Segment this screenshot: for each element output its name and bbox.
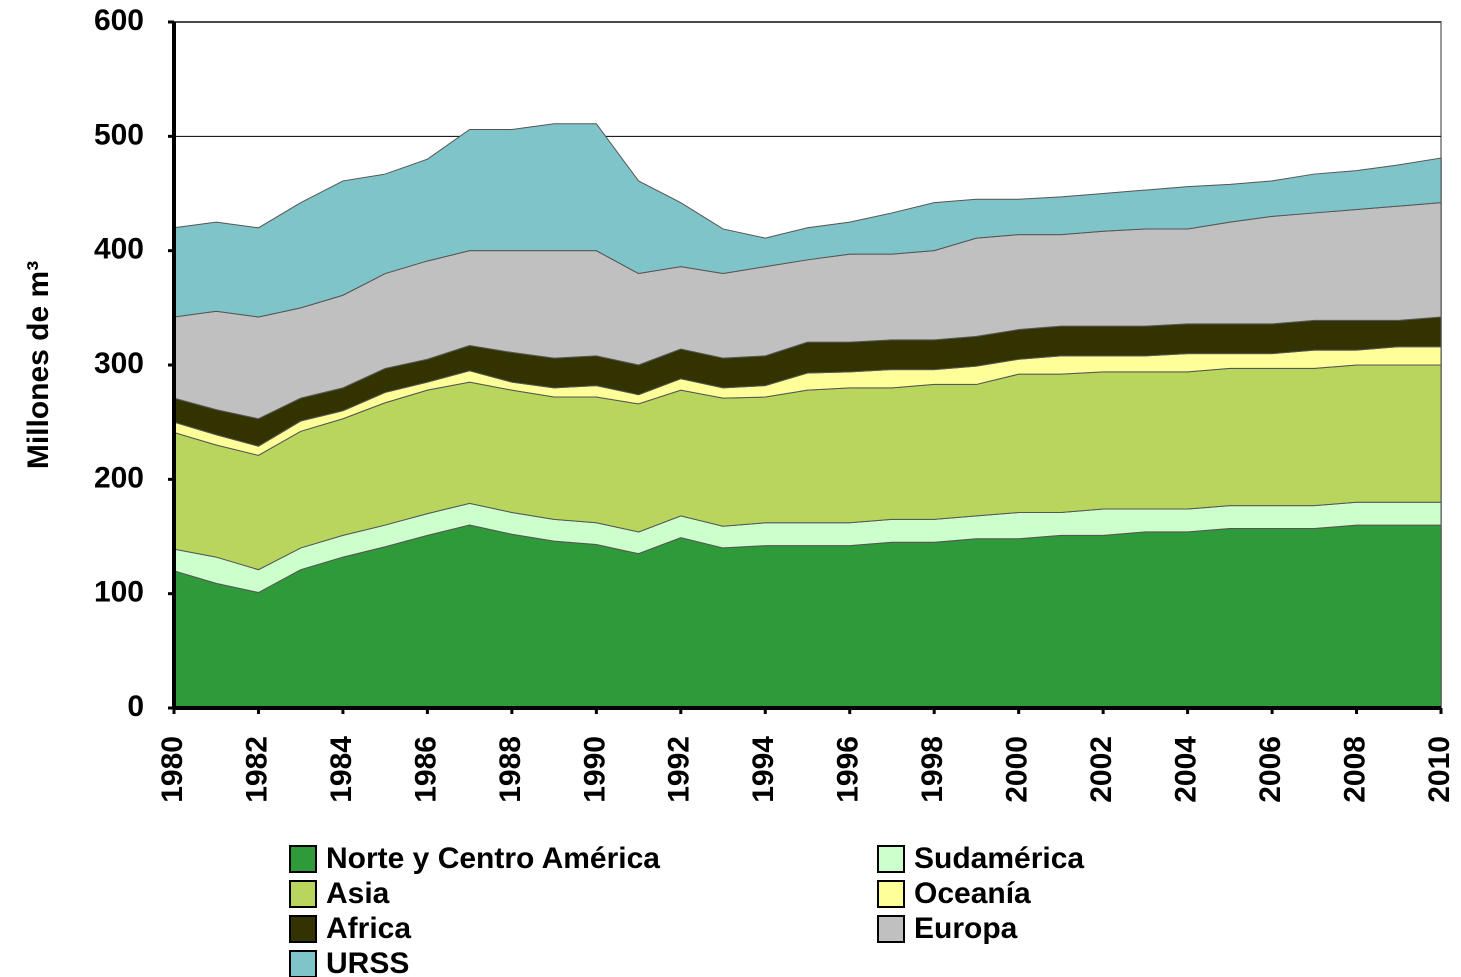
y-tick-label: 0 bbox=[127, 690, 144, 723]
x-tick-label: 1986 bbox=[409, 736, 442, 803]
y-axis-label: Millones de m³ bbox=[22, 261, 55, 469]
legend-label: URSS bbox=[326, 947, 409, 977]
x-tick-label: 2008 bbox=[1338, 736, 1371, 803]
legend-label: Sudamérica bbox=[914, 842, 1084, 875]
x-tick-label: 2006 bbox=[1254, 736, 1287, 803]
y-tick-label: 100 bbox=[94, 576, 144, 609]
area bbox=[173, 123, 1442, 318]
legend-label: Asia bbox=[326, 877, 390, 910]
x-tick-label: 1980 bbox=[156, 736, 189, 803]
legend-label: Africa bbox=[326, 912, 411, 945]
x-tick-label: 2002 bbox=[1085, 736, 1118, 803]
y-tick-label: 500 bbox=[94, 118, 144, 151]
x-tick-label: 1998 bbox=[916, 736, 949, 803]
y-tick-label: 400 bbox=[94, 233, 144, 266]
area bbox=[173, 524, 1442, 709]
x-tick-label: 2010 bbox=[1423, 736, 1456, 803]
legend-swatch bbox=[289, 950, 317, 977]
x-tick-label: 1982 bbox=[240, 736, 273, 803]
x-tick-label: 2004 bbox=[1170, 736, 1203, 803]
y-tick-label: 300 bbox=[94, 347, 144, 380]
x-tick-label: 1992 bbox=[663, 736, 696, 803]
y-tick-label: 200 bbox=[94, 461, 144, 494]
x-tick-label: 1996 bbox=[832, 736, 865, 803]
x-tick-label: 1990 bbox=[578, 736, 611, 803]
x-tick-label: 1994 bbox=[747, 736, 780, 803]
legend-swatch bbox=[877, 880, 905, 908]
y-tick-label: 600 bbox=[94, 4, 144, 37]
x-tick-label: 1984 bbox=[325, 736, 358, 803]
x-tick-label: 2000 bbox=[1001, 736, 1034, 803]
legend-label: Norte y Centro América bbox=[326, 842, 660, 875]
legend-swatch bbox=[877, 845, 905, 873]
legend-label: Oceanía bbox=[914, 877, 1031, 910]
legend-swatch bbox=[289, 880, 317, 908]
legend-swatch bbox=[289, 845, 317, 873]
legend-swatch bbox=[289, 915, 317, 943]
x-tick-label: 1988 bbox=[494, 736, 527, 803]
legend-swatch bbox=[877, 915, 905, 943]
legend-label: Europa bbox=[914, 912, 1018, 945]
